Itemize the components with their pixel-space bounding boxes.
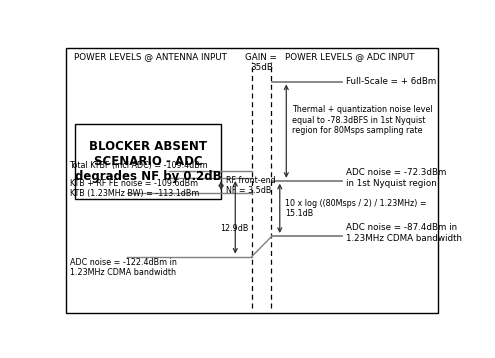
Text: Full-Scale = + 6dBm: Full-Scale = + 6dBm [346, 77, 436, 86]
FancyBboxPatch shape [66, 48, 438, 313]
Text: GAIN =
35dB: GAIN = 35dB [246, 53, 277, 72]
Text: 12.9dB: 12.9dB [220, 224, 248, 233]
Text: Total KTBF (incl ADC) = -109.4dBm: Total KTBF (incl ADC) = -109.4dBm [69, 161, 208, 170]
Text: KTB + RF FE noise = -109.6dBm: KTB + RF FE noise = -109.6dBm [69, 179, 198, 188]
Text: 10 x log ((80Msps / 2) / 1.23MHz) =
15.1dB: 10 x log ((80Msps / 2) / 1.23MHz) = 15.1… [285, 199, 427, 218]
Text: Thermal + quantization noise level
equal to -78.3dBFS in 1st Nyquist
region for : Thermal + quantization noise level equal… [292, 105, 433, 135]
Text: ADC noise = -122.4dBm in
1.23MHz CDMA bandwidth: ADC noise = -122.4dBm in 1.23MHz CDMA ba… [69, 258, 176, 277]
Text: ADC noise = -87.4dBm in
1.23MHz CDMA bandwidth: ADC noise = -87.4dBm in 1.23MHz CDMA ban… [346, 223, 462, 243]
Text: RF front-end
NF = 3.5dB: RF front-end NF = 3.5dB [226, 176, 275, 195]
Text: BLOCKER ABSENT
SCENARIO - ADC
degrades NF by 0.2dB: BLOCKER ABSENT SCENARIO - ADC degrades N… [75, 140, 221, 183]
FancyBboxPatch shape [75, 124, 221, 199]
Text: ADC noise = -72.3dBm
in 1st Nyquist region: ADC noise = -72.3dBm in 1st Nyquist regi… [346, 168, 446, 188]
Text: KTB (1.23MHz BW) = -113.1dBm: KTB (1.23MHz BW) = -113.1dBm [69, 189, 199, 198]
Text: POWER LEVELS @ ANTENNA INPUT: POWER LEVELS @ ANTENNA INPUT [74, 53, 227, 62]
Text: POWER LEVELS @ ADC INPUT: POWER LEVELS @ ADC INPUT [285, 53, 414, 62]
